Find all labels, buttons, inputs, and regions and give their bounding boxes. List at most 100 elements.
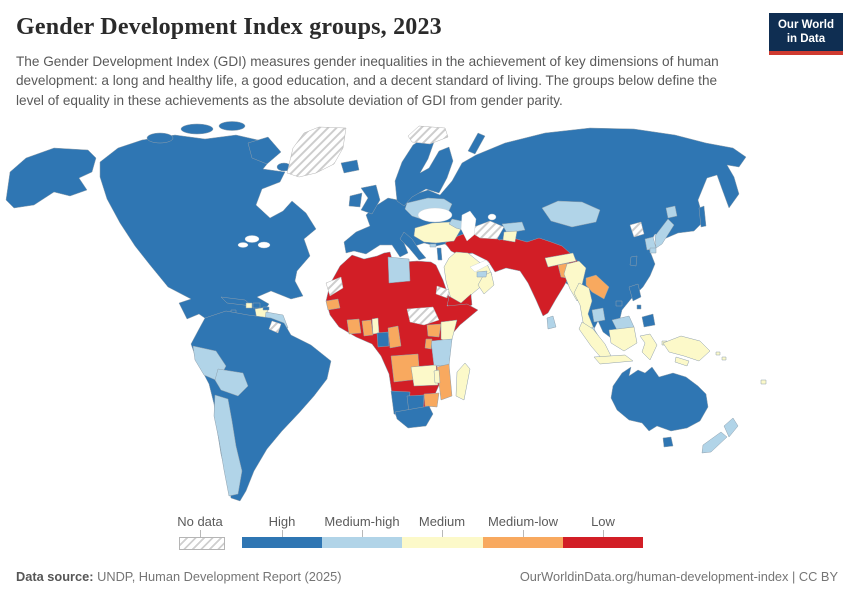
- region-tasmania[interactable]: [662, 436, 674, 448]
- region-bolivia[interactable]: [214, 368, 249, 397]
- legend-label-no-data: No data: [177, 514, 223, 529]
- region-japan-hokkaido[interactable]: [665, 205, 678, 219]
- great-lakes-2: [257, 241, 271, 249]
- region-chile[interactable]: [213, 394, 243, 497]
- region-sulawesi[interactable]: [639, 333, 658, 361]
- region-western-sahara[interactable]: [325, 276, 344, 297]
- region-japan-kyushu[interactable]: [649, 247, 657, 254]
- aral-sea: [487, 213, 497, 221]
- region-hainan[interactable]: [615, 300, 623, 307]
- legend-tick: [200, 530, 201, 537]
- region-new-guinea[interactable]: [662, 335, 711, 362]
- region-japan-honshu[interactable]: [654, 218, 675, 249]
- region-south-america[interactable]: [190, 310, 332, 502]
- legend-swatch-medium-high[interactable]: [322, 537, 403, 548]
- region-philippines-luzon[interactable]: [628, 283, 642, 302]
- region-togo-benin[interactable]: [371, 317, 380, 335]
- legend-swatch-low[interactable]: [562, 537, 644, 548]
- region-australia[interactable]: [610, 366, 709, 432]
- region-philippines-visayas[interactable]: [636, 304, 642, 310]
- region-sakhalin[interactable]: [698, 205, 707, 228]
- legend-swatch-medium[interactable]: [402, 537, 483, 548]
- region-dominican-republic[interactable]: [252, 302, 261, 309]
- world-map: [0, 115, 850, 513]
- legend-label-low: Low: [591, 514, 615, 529]
- region-united-kingdom[interactable]: [360, 184, 381, 215]
- region-congo[interactable]: [387, 325, 402, 349]
- legend-tick: [442, 530, 443, 537]
- region-uae[interactable]: [476, 270, 488, 278]
- region-cote-divoire[interactable]: [346, 318, 362, 335]
- region-arctic-island[interactable]: [146, 132, 174, 144]
- region-java[interactable]: [593, 354, 634, 365]
- region-arctic-island[interactable]: [218, 121, 246, 131]
- region-new-zealand-south[interactable]: [701, 431, 728, 454]
- region-fiji[interactable]: [760, 379, 767, 385]
- data-source-label: Data source:: [16, 569, 94, 584]
- region-turkey[interactable]: [413, 221, 462, 244]
- legend-swatch-no-data[interactable]: [179, 537, 225, 550]
- region-rwanda-burundi[interactable]: [424, 338, 433, 350]
- legend-label-medium: Medium: [418, 514, 466, 529]
- region-south-africa[interactable]: [394, 405, 434, 429]
- region-nepal-bhutan[interactable]: [544, 252, 577, 268]
- region-sri-lanka[interactable]: [546, 315, 557, 330]
- region-ghana[interactable]: [361, 319, 374, 337]
- region-malawi[interactable]: [433, 369, 441, 384]
- legend-label-medium-low: Medium-low: [487, 514, 559, 529]
- region-cambodia[interactable]: [591, 307, 606, 323]
- black-sea: [417, 207, 453, 223]
- region-mongolia[interactable]: [541, 200, 601, 228]
- legend-swatch-medium-low[interactable]: [482, 537, 563, 548]
- region-timor[interactable]: [674, 356, 690, 367]
- region-new-zealand-north[interactable]: [723, 417, 739, 438]
- data-source: Data source: UNDP, Human Development Rep…: [16, 569, 342, 584]
- region-puerto-rico[interactable]: [262, 306, 270, 311]
- region-laos[interactable]: [585, 274, 610, 300]
- region-kalimantan[interactable]: [608, 326, 638, 352]
- region-eritrea[interactable]: [435, 285, 450, 299]
- region-mozambique[interactable]: [436, 363, 453, 401]
- legend-tick: [603, 530, 604, 537]
- region-philippines-mindanao[interactable]: [641, 313, 656, 328]
- region-svalbard[interactable]: [407, 125, 449, 145]
- region-tanzania[interactable]: [430, 338, 453, 367]
- chart-subtitle: The Gender Development Index (GDI) measu…: [16, 54, 719, 108]
- region-libya[interactable]: [387, 256, 411, 284]
- owid-logo-line2: in Data: [786, 33, 826, 46]
- region-italy[interactable]: [399, 231, 427, 261]
- region-gabon[interactable]: [376, 331, 390, 348]
- region-arctic-island[interactable]: [180, 123, 214, 135]
- region-north-korea[interactable]: [629, 221, 645, 238]
- great-lakes: [244, 235, 260, 243]
- region-ireland[interactable]: [348, 192, 363, 208]
- region-israel[interactable]: [436, 247, 443, 261]
- region-baffin-island[interactable]: [247, 136, 282, 165]
- region-madagascar[interactable]: [455, 362, 471, 401]
- persian-gulf: [469, 259, 491, 273]
- region-greenland[interactable]: [286, 126, 347, 178]
- region-iceland[interactable]: [340, 159, 360, 174]
- region-french-guiana[interactable]: [268, 320, 282, 334]
- region-oman[interactable]: [477, 271, 495, 295]
- region-cyprus[interactable]: [429, 243, 437, 248]
- legend-swatch-high[interactable]: [242, 537, 323, 548]
- legend-bar: [242, 537, 644, 548]
- region-alaska[interactable]: [5, 147, 97, 209]
- region-scandinavia[interactable]: [394, 136, 454, 207]
- region-zimbabwe[interactable]: [423, 392, 440, 408]
- region-haiti[interactable]: [245, 302, 253, 309]
- region-senegal[interactable]: [325, 298, 341, 311]
- legend-label-high: High: [268, 514, 296, 529]
- owid-logo[interactable]: Our World in Data: [768, 13, 843, 55]
- region-novaya-zemlya[interactable]: [467, 132, 486, 155]
- region-zambia[interactable]: [410, 364, 439, 387]
- region-tajikistan[interactable]: [502, 230, 518, 243]
- region-south-sudan[interactable]: [406, 306, 440, 326]
- region-kyrgyzstan[interactable]: [501, 221, 526, 234]
- region-taiwan[interactable]: [629, 255, 638, 267]
- region-uganda[interactable]: [426, 323, 442, 338]
- region-solomon-islands[interactable]: [715, 351, 721, 356]
- attribution-link[interactable]: OurWorldinData.org/human-development-ind…: [519, 569, 838, 584]
- region-solomon-islands-2[interactable]: [721, 356, 727, 361]
